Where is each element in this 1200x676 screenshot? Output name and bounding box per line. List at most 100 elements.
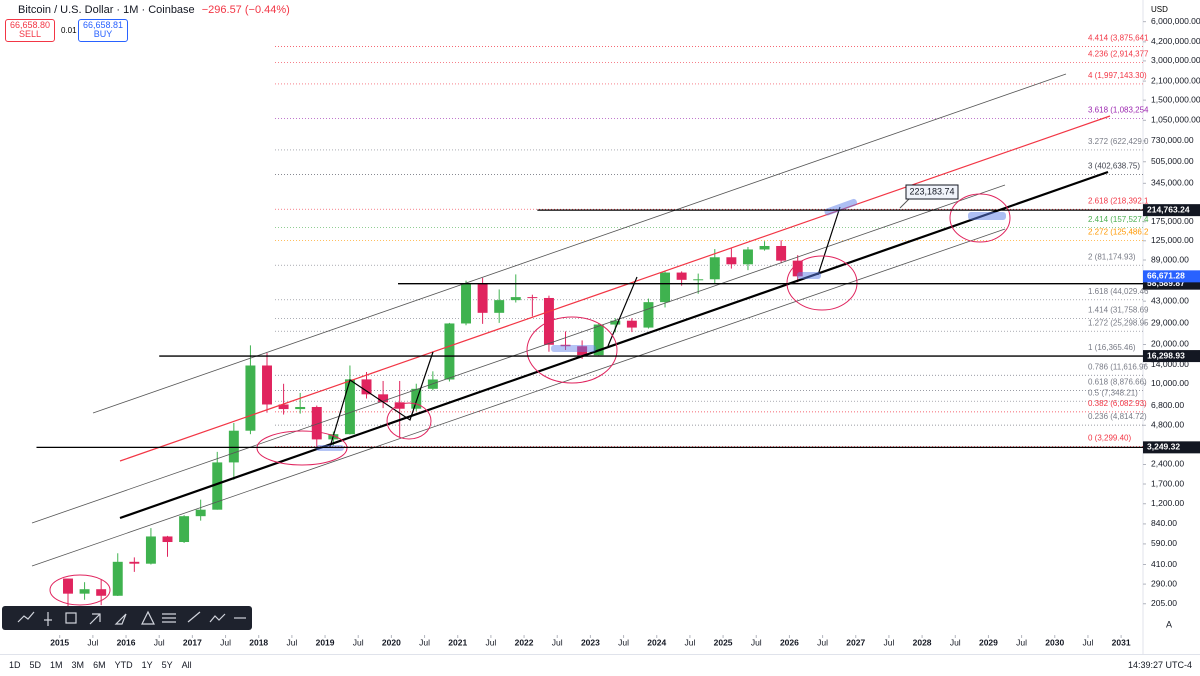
candle-body: [660, 272, 671, 303]
tool-icon[interactable]: [141, 610, 155, 625]
candle-body: [693, 279, 704, 281]
y-tick-label: 125,000.00: [1151, 235, 1194, 245]
range-button[interactable]: 5D: [29, 660, 42, 670]
y-tick-label: 4,200,000.00: [1151, 36, 1200, 46]
range-button[interactable]: 6M: [93, 660, 106, 670]
y-tick-label: 345,000.00: [1151, 178, 1194, 188]
circle-mark: [786, 255, 858, 311]
spread: 0.01: [61, 26, 77, 35]
candle-body: [212, 462, 223, 510]
y-tick-label: 1,200.00: [1151, 498, 1184, 508]
y-tick-label: 1,050,000.00: [1151, 115, 1200, 125]
x-tick-label: Jul: [485, 637, 496, 647]
fib-label: 1.272 (25,298.95: [1088, 318, 1149, 327]
candle-body: [577, 346, 588, 356]
channel-line: [31, 184, 1006, 524]
x-tick-label: 2027: [846, 637, 865, 647]
toolbar-bg: [2, 606, 252, 630]
fib-label: 3.618 (1,083,254: [1088, 106, 1149, 115]
y-tick-label: 4,800.00: [1151, 420, 1184, 430]
y-tick-label: 205.00: [1151, 598, 1177, 608]
candle-body: [361, 379, 372, 395]
y-tick-label: 1,500,000.00: [1151, 94, 1200, 104]
sell-price: 66,658.80: [9, 20, 51, 30]
y-tick-label: 20,000.00: [1151, 339, 1189, 349]
x-tick-label: Jul: [684, 637, 695, 647]
candle-body: [262, 365, 272, 405]
currency[interactable]: USD: [1151, 5, 1168, 14]
last-price-label: 66,671.28: [1147, 271, 1185, 281]
buy-button[interactable]: 66,658.81 BUY: [78, 19, 128, 42]
candle-body: [560, 344, 571, 347]
callout-box: [905, 184, 959, 200]
x-tick-label: 2018: [249, 637, 268, 647]
range-button[interactable]: 5Y: [161, 660, 173, 670]
candle-body: [510, 297, 521, 301]
price-badge: [1143, 350, 1200, 363]
fib-label: 0.382 (6,082.93): [1088, 399, 1147, 408]
x-tick-label: 2029: [979, 637, 998, 647]
x-tick-label: 2021: [448, 637, 467, 647]
y-tick-label: 590.00: [1151, 538, 1177, 548]
tool-icon[interactable]: [209, 613, 226, 623]
drawings: [31, 73, 1111, 606]
y-tick-label: 505,000.00: [1151, 156, 1194, 166]
symbol: Bitcoin / U.S. Dollar · 1M · Coinbase: [18, 4, 195, 16]
y-tick-label: 3,000,000.00: [1151, 55, 1200, 65]
candle-body: [709, 257, 720, 280]
tool-icon[interactable]: [114, 613, 127, 625]
y-tick-label: 290.00: [1151, 578, 1177, 588]
callout: 223,183.74: [899, 184, 959, 209]
y-tick-label: 730,000.00: [1151, 135, 1194, 145]
candle-body: [63, 578, 73, 594]
x-tick-label: Jul: [950, 637, 961, 647]
candle-body: [792, 260, 803, 277]
x-tick-label: Jul: [817, 637, 828, 647]
channel-line: [119, 115, 1111, 462]
price-badge: [1143, 204, 1200, 217]
y-tick-label: 10,000.00: [1151, 378, 1189, 388]
buy-price: 66,658.81: [82, 20, 124, 30]
x-tick-label: 2024: [647, 637, 666, 647]
candle-body: [311, 406, 322, 440]
x-tick-label: 2022: [515, 637, 534, 647]
range-button[interactable]: YTD: [114, 660, 133, 670]
tool-icon[interactable]: [17, 611, 35, 623]
candle-body: [295, 406, 306, 410]
y-tick-label: 14,000.00: [1151, 359, 1189, 369]
fib-label: 1 (16,365.46): [1088, 343, 1136, 352]
range-button[interactable]: 1M: [50, 660, 63, 670]
sell-button[interactable]: 66,658.80 SELL: [5, 19, 55, 42]
circle-mark: [526, 316, 618, 384]
tool-icon[interactable]: [187, 611, 201, 623]
fib-label: 2.414 (157,527.4: [1088, 215, 1149, 224]
auto-scale[interactable]: A: [1166, 619, 1172, 629]
candle-body: [96, 589, 107, 596]
tool-icon[interactable]: [89, 613, 101, 625]
candle-body: [726, 257, 737, 265]
candle-body: [776, 245, 787, 261]
range-button[interactable]: 1D: [9, 660, 21, 670]
tool-icon[interactable]: [65, 612, 77, 624]
tool-icon[interactable]: [44, 612, 52, 626]
clock: 14:39:27 UTC-4: [1127, 660, 1192, 670]
range-button[interactable]: All: [181, 660, 192, 670]
candle-body: [527, 297, 538, 299]
candle-body: [195, 509, 206, 517]
highlight: [551, 345, 596, 352]
range-button[interactable]: 1Y: [141, 660, 153, 670]
y-tick-label: 6,800.00: [1151, 400, 1184, 410]
x-tick-label: 2020: [382, 637, 401, 647]
x-tick-label: Jul: [883, 637, 894, 647]
tool-icon[interactable]: [162, 613, 176, 623]
candle-body: [626, 320, 637, 328]
candle-body: [494, 300, 505, 313]
range-button[interactable]: 3M: [71, 660, 85, 670]
y-tick-label: 29,000.00: [1151, 318, 1189, 328]
channel-line: [31, 228, 1006, 567]
y-tick-label: 43,000.00: [1151, 295, 1189, 305]
x-tick-label: Jul: [87, 637, 98, 647]
fib-label: 1.618 (44,029.46: [1088, 287, 1149, 296]
